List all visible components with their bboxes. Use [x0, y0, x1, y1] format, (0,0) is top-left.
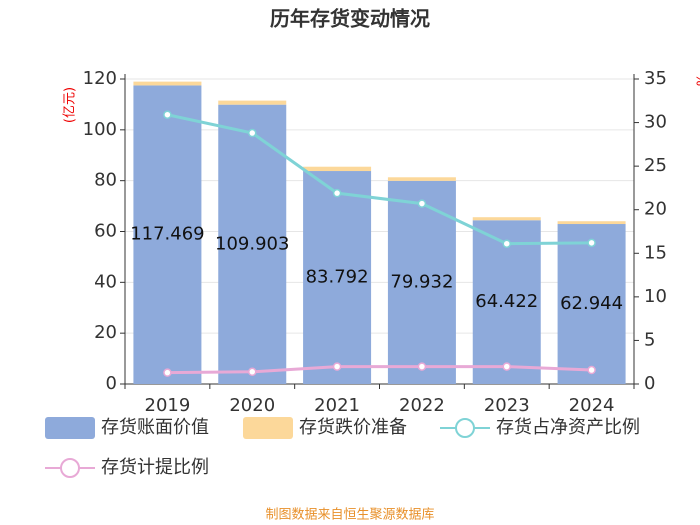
y2-tick-label: 25	[644, 155, 667, 176]
line-point	[417, 199, 427, 208]
line-point	[502, 239, 511, 248]
bar	[557, 224, 626, 384]
x-tick-label: 2019	[145, 395, 191, 416]
bar	[303, 166, 372, 172]
y-tick-label: 80	[94, 170, 117, 191]
data-label: 79.932	[390, 271, 453, 292]
bar	[303, 171, 372, 384]
source-note: 制图数据来自恒生聚源数据库	[265, 507, 434, 523]
data-label: 83.792	[306, 267, 369, 288]
x-tick-label: 2021	[314, 395, 360, 416]
x-tick-label: 2023	[484, 395, 530, 416]
y2-axis-label: %	[693, 74, 700, 86]
y-tick-label: 0	[106, 373, 117, 394]
y2-tick-label: 30	[644, 112, 667, 133]
bar	[218, 104, 287, 384]
data-label: 64.422	[475, 291, 538, 312]
bar	[133, 85, 202, 385]
legend-swatch	[45, 417, 95, 439]
y2-tick-label: 10	[644, 286, 667, 307]
y-tick-label: 100	[83, 119, 117, 140]
x-tick-label: 2024	[569, 395, 615, 416]
legend-label: 存货跌价准备	[299, 417, 407, 438]
bar	[133, 81, 202, 86]
y-tick-label: 120	[83, 68, 117, 89]
bar	[557, 221, 626, 225]
line-point	[587, 238, 596, 248]
x-tick-label: 2020	[229, 395, 275, 416]
legend-marker	[455, 418, 475, 438]
line-point	[587, 365, 596, 375]
y2-tick-label: 5	[644, 329, 655, 350]
y2-tick-label: 20	[644, 199, 667, 220]
legend-marker	[60, 458, 80, 478]
data-label: 109.903	[215, 233, 289, 254]
line-point	[332, 188, 342, 198]
legend-label: 存货计提比例	[101, 457, 209, 478]
data-label: 62.944	[560, 293, 623, 314]
line-point	[248, 128, 257, 138]
bar	[472, 217, 541, 221]
chart-title: 历年存货变动情况	[270, 7, 430, 31]
y-tick-label: 20	[94, 322, 117, 343]
y-tick-label: 60	[94, 221, 117, 242]
y-tick-label: 40	[94, 271, 117, 292]
line-point	[417, 362, 427, 371]
line	[167, 113, 592, 246]
y2-tick-label: 15	[644, 242, 667, 263]
line-point	[163, 110, 172, 119]
line	[167, 365, 592, 375]
data-label: 117.469	[130, 224, 204, 245]
bar	[218, 100, 287, 105]
y2-tick-label: 0	[644, 373, 655, 394]
y2-tick-label: 35	[644, 68, 667, 89]
legend-label: 存货账面价值	[101, 417, 209, 438]
y-axis-label: (亿元)	[63, 87, 78, 123]
line-point	[248, 367, 257, 377]
bar	[387, 177, 456, 181]
x-tick-label: 2022	[399, 395, 445, 416]
line-point	[502, 362, 511, 371]
line-point	[332, 362, 342, 371]
line-point	[163, 368, 172, 377]
legend-label: 存货占净资产比例	[496, 417, 640, 438]
legend-swatch	[243, 417, 293, 439]
